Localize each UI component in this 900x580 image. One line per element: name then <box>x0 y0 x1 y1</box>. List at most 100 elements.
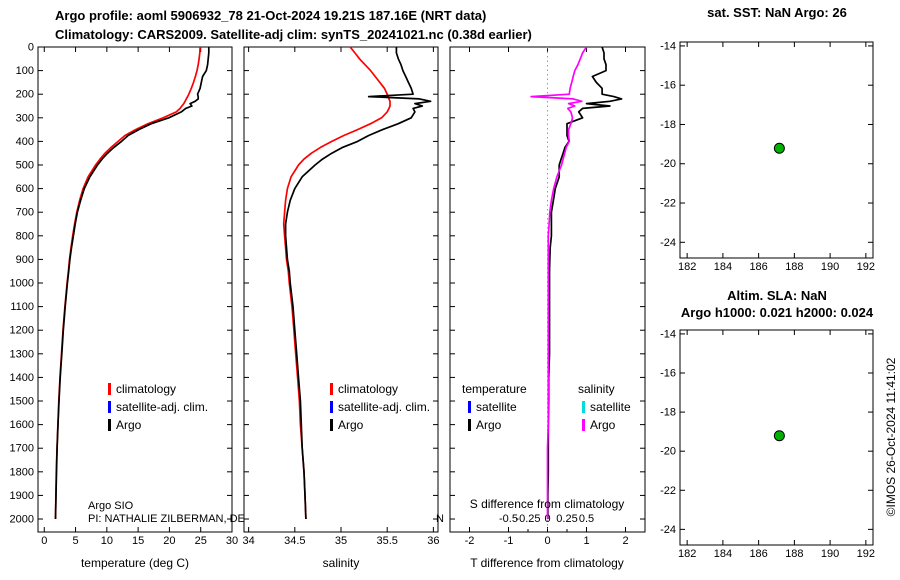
legend-label: Argo <box>116 418 142 432</box>
t-difference-axis-label: T difference from climatology <box>470 556 624 570</box>
satellite-clim-line-swatch <box>108 401 111 413</box>
legend-header-salinity: salinity <box>578 382 615 396</box>
y-tick-label: -18 <box>660 407 676 419</box>
imos-watermark: ©IMOS 26-Oct-2024 11:41:02 <box>884 357 898 517</box>
curve-argo <box>54 47 210 520</box>
y-tick-label: 0 <box>28 42 34 54</box>
argo-position-marker <box>773 142 785 154</box>
salinity-axis-label: salinity <box>322 556 360 570</box>
y-tick-label: -22 <box>660 198 676 210</box>
x-tick-label: 182 <box>678 548 696 560</box>
y-tick-label: -16 <box>660 368 676 380</box>
x-tick-label: 186 <box>749 548 767 560</box>
satellite-clim-line-swatch <box>330 401 333 413</box>
x-tick-label: 25 <box>195 535 207 547</box>
x-tick-label: 0 <box>41 535 47 547</box>
y-tick-label: 1200 <box>10 325 34 337</box>
x2-tick-label: -0.25 <box>515 513 540 525</box>
institution-note: Argo SIO <box>88 500 134 512</box>
curve-argo <box>284 47 432 520</box>
y-tick-label: 500 <box>16 160 34 172</box>
x-tick-label: 34 <box>242 535 254 547</box>
x-tick-label: 188 <box>785 548 803 560</box>
y-tick-label: 800 <box>16 230 34 242</box>
y-tick-label: 300 <box>16 112 34 124</box>
y-tick-label: 1100 <box>10 301 34 313</box>
curve-t-argo-minus-climatology <box>547 46 623 519</box>
x-tick-label: 35 <box>335 535 347 547</box>
legend-label: satellite <box>476 400 517 414</box>
legend-item-satellite-clim: satellite-adj. clim. <box>330 400 430 414</box>
x-tick-label: 192 <box>857 548 875 560</box>
x2-tick-label: 0.5 <box>579 513 594 525</box>
argo-line-swatch <box>108 419 111 431</box>
x-tick-label: 192 <box>857 261 875 273</box>
salinity-profile-frame <box>243 46 439 533</box>
x-tick-label: 10 <box>101 535 113 547</box>
y-tick-label: 400 <box>16 136 34 148</box>
y-tick-label: -20 <box>660 446 676 458</box>
y-tick-label: -22 <box>660 485 676 497</box>
x2-tick-label: 0.25 <box>556 513 577 525</box>
y-tick-label: -18 <box>660 119 676 131</box>
argo-line-swatch <box>330 419 333 431</box>
climatology-line-swatch <box>330 383 333 395</box>
legend-item-argo: Argo <box>108 418 141 432</box>
legend-header-temperature: temperature <box>462 382 527 396</box>
legend-item-satellite-clim: satellite-adj. clim. <box>108 400 208 414</box>
y-tick-label: 1000 <box>10 278 34 290</box>
y-tick-label: 1800 <box>10 466 34 478</box>
x-tick-label: 1 <box>583 535 589 547</box>
y-tick-label: 600 <box>16 183 34 195</box>
x-tick-label: 20 <box>163 535 175 547</box>
legend-label: climatology <box>338 382 399 396</box>
legend-item-s-satellite: satellite <box>582 400 631 414</box>
figure-title-line2: Climatology: CARS2009. Satellite-adj cli… <box>55 27 532 42</box>
x-tick-label: 190 <box>821 261 839 273</box>
curve-climatology <box>282 46 391 520</box>
y-tick-label: -14 <box>660 328 676 340</box>
x-tick-label: -2 <box>465 535 475 547</box>
x-tick-label: 190 <box>821 548 839 560</box>
legend-item-climatology: climatology <box>330 382 398 396</box>
sla-map-title-line1: Altim. SLA: NaN <box>727 288 827 303</box>
x-tick-label: 184 <box>714 261 732 273</box>
climatology-line-swatch <box>108 383 111 395</box>
temperature-axis-label: temperature (deg C) <box>80 556 190 570</box>
legend-item-t-satellite: satellite <box>468 400 517 414</box>
y-tick-label: -20 <box>660 158 676 170</box>
legend-label: satellite <box>590 400 631 414</box>
x-tick-label: -1 <box>504 535 514 547</box>
y-tick-label: 900 <box>16 254 34 266</box>
sst-map-title: sat. SST: NaN Argo: 26 <box>707 5 847 20</box>
y-tick-label: 1600 <box>10 419 34 431</box>
x-tick-label: 36 <box>427 535 439 547</box>
argo-position-marker <box>773 430 785 442</box>
y-tick-label: 1700 <box>10 443 34 455</box>
x2-tick-label: -0.5 <box>499 513 518 525</box>
legend-label: satellite-adj. clim. <box>116 400 209 414</box>
x-tick-label: 0 <box>544 535 550 547</box>
x-tick-label: 35.5 <box>376 535 397 547</box>
s-argo-line-swatch <box>582 419 585 431</box>
legend-label: Argo <box>590 418 616 432</box>
x-tick-label: 188 <box>785 261 803 273</box>
legend-item-s-argo: Argo <box>582 418 615 432</box>
y-tick-label: 1400 <box>10 372 34 384</box>
y-tick-label: 100 <box>16 65 34 77</box>
y-tick-label: 2000 <box>10 514 34 526</box>
y-tick-label: 700 <box>16 207 34 219</box>
x-tick-label: 182 <box>678 261 696 273</box>
curve-s-argo-minus-climatology <box>530 46 588 519</box>
pi-note: PI: NATHALIE ZILBERMAN, DE <box>88 513 245 525</box>
x-tick-label: 15 <box>132 535 144 547</box>
y-tick-label: -14 <box>660 40 676 52</box>
y-tick-label: -24 <box>660 237 676 249</box>
s-difference-axis-label: S difference from climatology <box>469 497 625 511</box>
legend-label: climatology <box>116 382 177 396</box>
legend-item-climatology: climatology <box>108 382 176 396</box>
x-tick-label: 34.5 <box>284 535 305 547</box>
x-tick-label: 2 <box>622 535 628 547</box>
t-satellite-line-swatch <box>468 401 471 413</box>
